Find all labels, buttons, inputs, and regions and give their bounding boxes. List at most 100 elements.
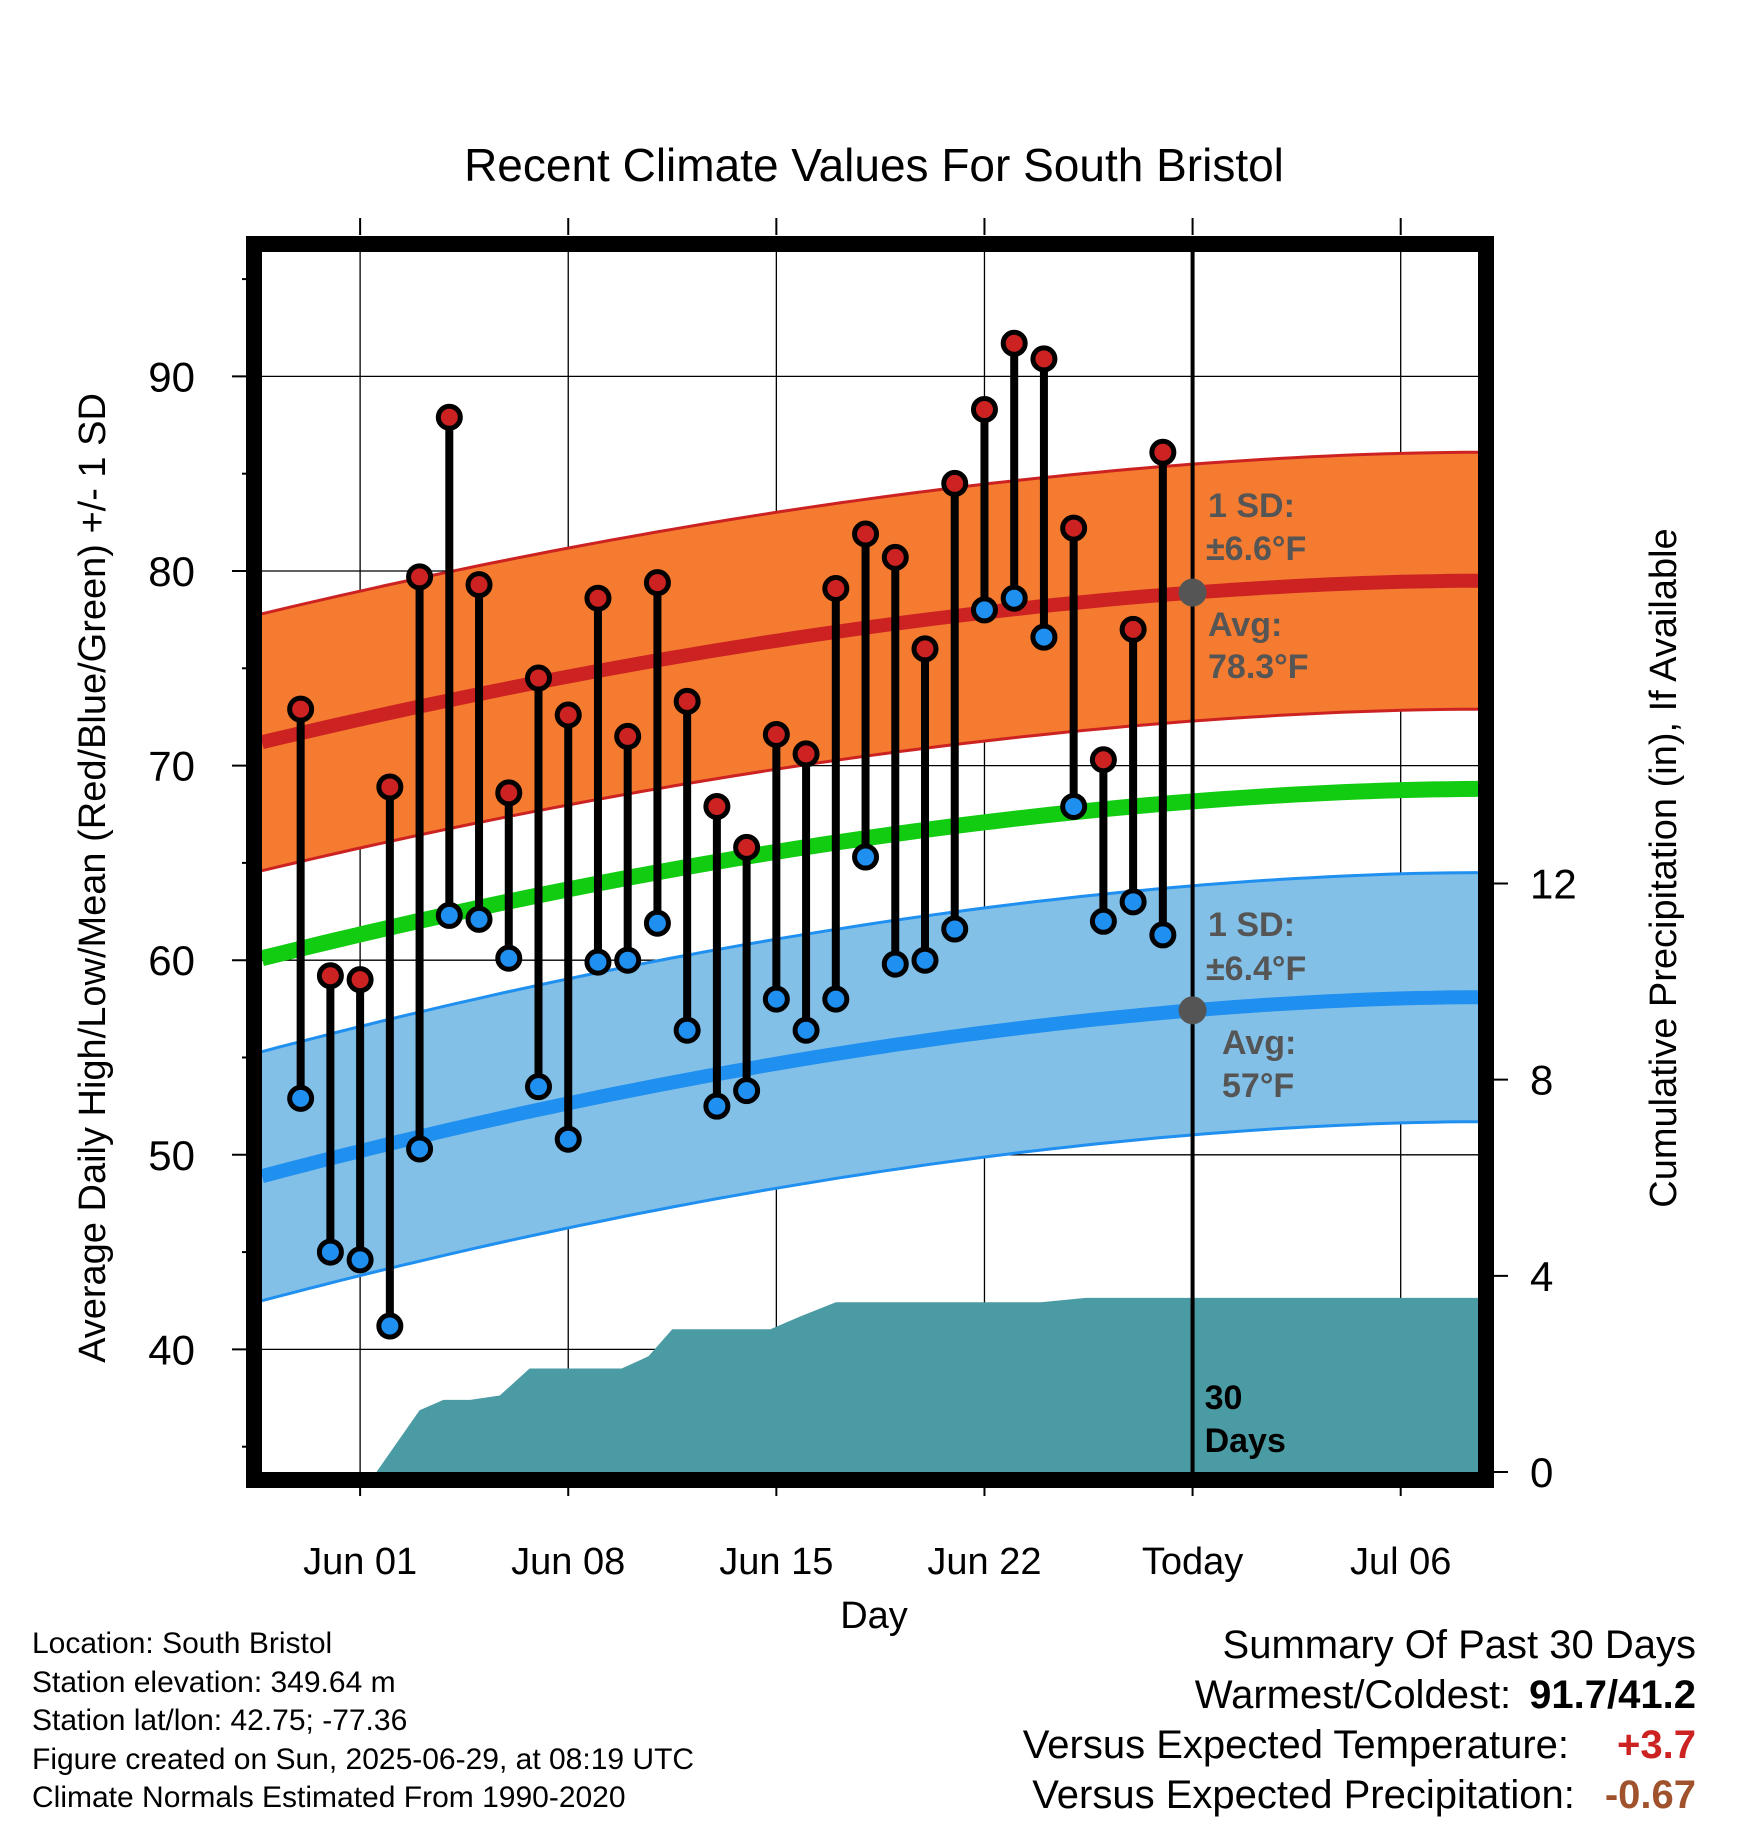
warm-cold-value: 91.7/41.2 — [1529, 1673, 1696, 1717]
daily-low-point — [524, 1073, 552, 1101]
y-right-tick-label: 12 — [1530, 861, 1577, 908]
daily-high-point — [435, 403, 463, 431]
created-text: Figure created on Sun, 2025-06-29, at 08… — [32, 1742, 695, 1776]
normals-text: Climate Normals Estimated From 1990-2020 — [32, 1781, 626, 1815]
daily-low-point — [554, 1125, 582, 1153]
daily-low-point — [792, 1016, 820, 1044]
high-sd-upper-line — [261, 450, 1478, 616]
warm-cold-label: Warmest/Coldest: — [1194, 1673, 1512, 1717]
daily-high-point — [941, 469, 969, 497]
daily-low-point — [703, 1092, 731, 1120]
y-left-tick-label: 40 — [148, 1326, 195, 1373]
daily-high-point — [733, 833, 761, 861]
daily-high-point — [762, 720, 790, 748]
x-tick-label: Jul 06 — [1350, 1541, 1451, 1583]
latlon-text: Station lat/lon: 42.75; -77.36 — [32, 1704, 408, 1738]
daily-high-point — [1089, 746, 1117, 774]
daily-high-point — [524, 664, 552, 692]
daily-high-point — [495, 779, 523, 807]
daily-low-point — [406, 1135, 434, 1163]
x-tick-label: Jun 22 — [927, 1541, 1041, 1583]
daily-high-point — [970, 395, 998, 423]
daily-low-point — [970, 596, 998, 624]
y-axis-right-label: Cumulative Precipitation (in), If Availa… — [1643, 528, 1685, 1207]
daily-low-point — [881, 950, 909, 978]
daily-high-point — [1149, 438, 1177, 466]
high-avg-value: 78.3°F — [1208, 648, 1309, 686]
daily-low-point — [1060, 792, 1088, 820]
y-right-tick-label: 0 — [1530, 1449, 1553, 1496]
today-high-average-point — [1178, 578, 1207, 607]
daily-high-point — [1000, 329, 1028, 357]
warm-cold-row: Warmest/Coldest: 91.7/41.2 — [1023, 1670, 1696, 1720]
y-left-tick-label: 90 — [148, 353, 195, 400]
daily-high-point — [852, 520, 880, 548]
daily-low-point — [762, 985, 790, 1013]
daily-low-point — [911, 946, 939, 974]
daily-high-point — [316, 962, 344, 990]
temp-value: +3.7 — [1617, 1723, 1696, 1767]
low-avg-value: 57°F — [1222, 1067, 1294, 1105]
y-left-tick-label: 80 — [148, 548, 195, 595]
high-sd-value: ±6.6°F — [1206, 530, 1306, 568]
high-sd-title: 1 SD: — [1208, 487, 1295, 525]
y-right-tick-label: 4 — [1530, 1253, 1553, 1300]
daily-low-point — [941, 915, 969, 943]
daily-high-point — [614, 722, 642, 750]
today-days-number: 30 — [1205, 1379, 1243, 1417]
today-days-word: Days — [1205, 1422, 1286, 1460]
high-sd-lower-line — [261, 707, 1478, 873]
y-left-tick-label: 50 — [148, 1132, 195, 1179]
daily-low-point — [495, 944, 523, 972]
daily-high-point — [287, 695, 315, 723]
y-axis-left-label: Average Daily High/Low/Mean (Red/Blue/Gr… — [72, 393, 114, 1363]
y-left-tick-label: 60 — [148, 937, 195, 984]
daily-low-point — [584, 948, 612, 976]
daily-high-point — [911, 635, 939, 663]
daily-high-point — [673, 687, 701, 715]
today-low-average-point — [1178, 996, 1207, 1025]
daily-low-point — [1089, 907, 1117, 935]
daily-low-point — [1030, 623, 1058, 651]
daily-high-point — [1119, 615, 1147, 643]
daily-high-point — [792, 740, 820, 768]
mean-average-line — [260, 780, 1479, 966]
high-average-line — [260, 573, 1479, 750]
x-tick-label: Jun 15 — [719, 1541, 833, 1583]
daily-low-point — [1149, 921, 1177, 949]
daily-high-point — [376, 773, 404, 801]
low-avg-title: Avg: — [1222, 1024, 1296, 1062]
precip-label: Versus Expected Precipitation: — [1032, 1773, 1575, 1817]
daily-high-point — [346, 966, 374, 994]
daily-high-point — [822, 575, 850, 603]
daily-low-point — [673, 1016, 701, 1044]
daily-range-bars — [287, 329, 1177, 1340]
daily-high-point — [554, 701, 582, 729]
daily-high-point — [465, 571, 493, 599]
low-sd-title: 1 SD: — [1208, 906, 1295, 944]
x-tick-label: Today — [1142, 1541, 1243, 1583]
daily-low-point — [614, 946, 642, 974]
daily-low-point — [465, 905, 493, 933]
daily-low-point — [643, 909, 671, 937]
daily-high-point — [584, 584, 612, 612]
y-left-tick-label: 70 — [148, 743, 195, 790]
today-marker: 30 Days — [1178, 246, 1286, 1472]
daily-high-point — [1030, 345, 1058, 373]
daily-low-point — [1000, 584, 1028, 612]
daily-high-point — [703, 792, 731, 820]
temp-label: Versus Expected Temperature: — [1022, 1723, 1570, 1767]
axis-ticks: Jun 01 Jun 08 Jun 15 Jun 22 Today Jul 0640506… — [148, 218, 1577, 1583]
low-average-line — [260, 990, 1478, 1183]
high-avg-title: Avg: — [1208, 606, 1282, 644]
y-right-tick-label: 8 — [1530, 1057, 1553, 1104]
low-sd-lower-line — [261, 1120, 1479, 1303]
daily-low-point — [346, 1246, 374, 1274]
low-sd-band — [262, 872, 1478, 1301]
summary-panel: Summary Of Past 30 Days Warmest/Coldest:… — [1023, 1620, 1696, 1820]
x-tick-label: Jun 08 — [511, 1541, 625, 1583]
low-sd-value: ±6.4°F — [1206, 950, 1306, 988]
daily-low-point — [733, 1077, 761, 1105]
daily-high-point — [881, 543, 909, 571]
